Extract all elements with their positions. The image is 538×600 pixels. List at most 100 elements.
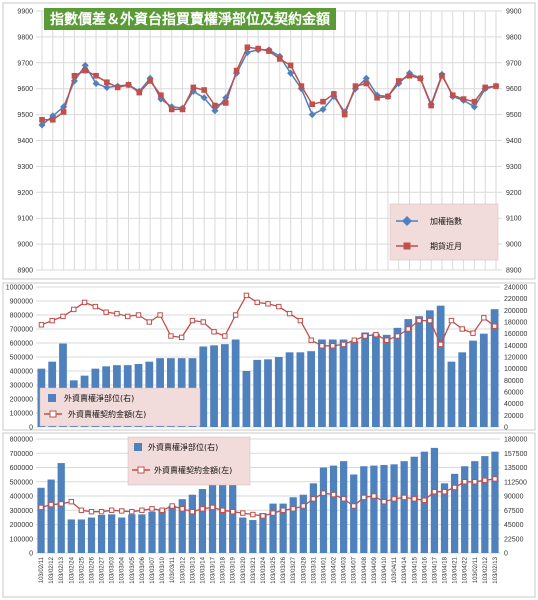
x-tick-date: 103/04/17: [432, 556, 438, 583]
point-contract-p2: [286, 310, 293, 317]
legend-label-futures: 期貨近月: [430, 241, 462, 251]
point-contract-p2: [276, 303, 282, 310]
x-tick-date: 103/03/24: [261, 556, 267, 583]
bar-p2: [264, 359, 272, 427]
point-index: [308, 111, 316, 119]
y-tick-left-p1: 9800: [17, 34, 33, 41]
bar-p2: [296, 352, 305, 427]
bar-p2: [361, 332, 370, 427]
y-tick-right-p3: 90000: [504, 494, 524, 501]
x-tick-date: 103/02/24: [69, 556, 75, 583]
point-contract-p3: [108, 507, 115, 513]
y-tick-right-p2: 120000: [504, 355, 527, 362]
point-contract-p2: [394, 333, 401, 339]
y-tick-left-p1: 8900: [17, 268, 33, 275]
x-tick-date: 103/02/12: [483, 556, 489, 583]
x-tick-date: 103/03/05: [130, 556, 136, 583]
bar-p3: [148, 511, 156, 553]
point-index: [287, 69, 295, 77]
bar-p3: [430, 447, 439, 553]
point-futures: [104, 79, 110, 86]
bar-p3: [168, 505, 176, 553]
x-tick-date: 103/03/13: [190, 556, 196, 583]
point-contract-p2: [146, 319, 153, 325]
point-contract-p3: [300, 503, 307, 509]
point-contract-p2: [481, 315, 487, 321]
x-tick-date: 103/04/16: [422, 556, 428, 583]
x-tick-date: 103/03/10: [160, 556, 166, 583]
legend-label-index: 加權指數: [430, 216, 462, 226]
y-tick-right-p3: 0: [504, 551, 508, 558]
point-contract-p2: [254, 299, 260, 306]
bar-p2: [274, 357, 283, 427]
legend-label-bar-p3: 外資賣權淨部位(右): [148, 442, 218, 452]
x-tick-date: 103/03/04: [120, 556, 126, 583]
point-contract-p3: [340, 496, 347, 502]
bar-p2: [490, 309, 499, 427]
point-futures: [385, 93, 391, 100]
y-tick-right-p1: 9800: [506, 34, 522, 41]
y-tick-left-p1: 9500: [17, 112, 33, 119]
point-contract-p3: [78, 507, 85, 513]
x-tick-date: 103/02/26: [89, 556, 95, 583]
point-contract-p2: [373, 331, 379, 338]
point-futures: [266, 48, 272, 54]
point-contract-p3: [361, 494, 367, 501]
bar-p2: [199, 346, 208, 427]
bar-p2: [307, 351, 316, 427]
point-contract-p2: [49, 317, 55, 324]
point-futures: [244, 44, 251, 51]
point-contract-p2: [222, 333, 228, 339]
point-futures: [158, 92, 164, 98]
point-contract-p3: [209, 504, 216, 511]
bar-p3: [279, 503, 287, 553]
y-tick-left-p1: 9600: [17, 86, 33, 93]
y-tick-right-p2: 60000: [504, 390, 524, 397]
x-tick-date: 103/04/22: [463, 556, 469, 583]
x-tick-date: 103/03/25: [271, 556, 277, 583]
legend-box-panel3: [127, 436, 251, 486]
point-contract-p2: [340, 341, 347, 348]
legend-box-panel2: [39, 387, 201, 427]
bar-p3: [198, 489, 207, 553]
x-tick-date: 103/04/09: [372, 556, 378, 583]
point-contract-p3: [139, 507, 145, 513]
point-futures: [320, 98, 326, 105]
bar-p3: [239, 517, 247, 553]
point-contract-p2: [189, 317, 196, 324]
point-futures: [352, 83, 359, 89]
axis-ticks: 8900 8900 9000 9000 9100 9100 9200 9200 9300 9300…: [6, 9, 528, 584]
point-futures: [201, 87, 207, 93]
point-futures: [363, 80, 370, 87]
bar-p2: [253, 359, 262, 427]
bar-p2: [425, 310, 434, 427]
point-contract-p2: [243, 292, 250, 299]
x-tick-date: 103/04/08: [362, 556, 368, 583]
bar-p3: [299, 494, 307, 553]
bar-p3: [37, 487, 45, 553]
point-futures: [82, 67, 89, 74]
series-line-contract-p3: [40, 478, 496, 517]
point-futures: [93, 72, 99, 79]
y-tick-right-p2: 40000: [504, 401, 524, 408]
bar-p2: [210, 345, 218, 427]
x-tick-date: 103/02/11: [39, 556, 45, 583]
point-contract-p2: [232, 312, 239, 318]
point-contract-p3: [129, 508, 135, 515]
bar-p2: [318, 339, 326, 427]
y-tick-left-p2: 800000: [10, 313, 33, 320]
y-tick-right-p3: 45000: [504, 522, 524, 529]
point-futures: [471, 98, 478, 105]
y-tick-left-p3: 800000: [10, 437, 33, 444]
x-tick-date: 103/04/10: [382, 556, 388, 583]
x-tick-date: 103/03/12: [180, 556, 186, 583]
x-tick-date: 103/03/31: [311, 556, 317, 583]
point-contract-p2: [211, 329, 217, 335]
bar-p3: [138, 514, 146, 553]
y-tick-left-p3: 0: [29, 551, 33, 558]
point-contract-p3: [411, 496, 417, 502]
y-tick-right-p2: 240000: [504, 285, 527, 292]
x-tick-date: 103/03/18: [221, 556, 227, 583]
y-tick-left-p3: 100000: [10, 536, 33, 543]
point-contract-p2: [92, 303, 99, 310]
